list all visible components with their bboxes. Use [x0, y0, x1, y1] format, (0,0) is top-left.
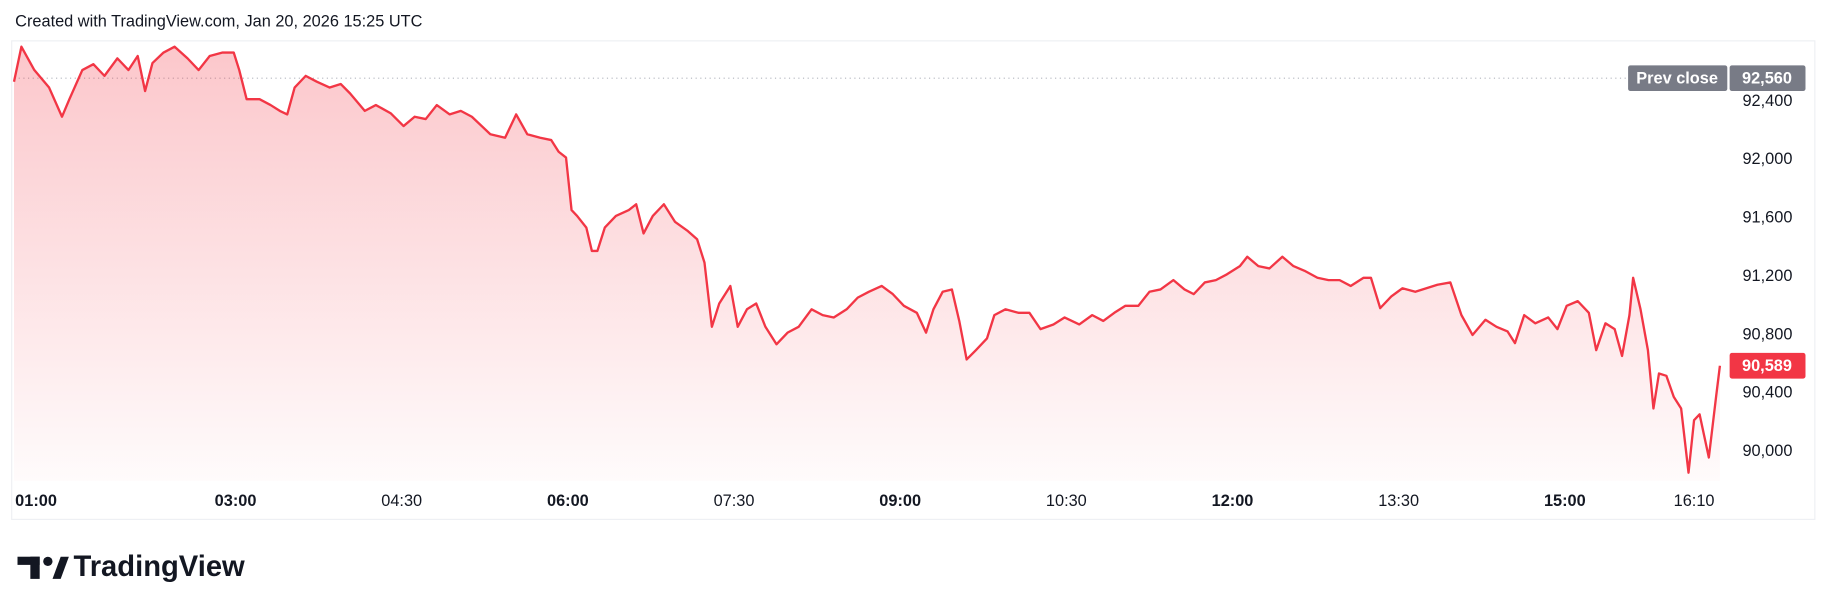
prev-close-label: Prev close: [1636, 70, 1718, 88]
x-tick-label: 13:30: [1378, 492, 1419, 510]
x-tick-label: 15:00: [1544, 492, 1586, 510]
y-tick-label: 91,200: [1742, 267, 1792, 285]
y-tick-label: 92,000: [1742, 150, 1792, 168]
y-tick-label: 92,400: [1742, 92, 1792, 110]
x-tick-label: 03:00: [215, 492, 257, 510]
y-tick-label: 90,000: [1742, 442, 1792, 460]
prev-close-badge: [1628, 65, 1728, 92]
price-line: [12, 45, 1722, 474]
chart-frame: [11, 40, 1816, 520]
brand-logo: [17, 556, 69, 579]
attribution: Created with TradingView.com, Jan 20, 20…: [15, 13, 422, 31]
area-fill: [14, 46, 1720, 481]
y-tick-label: 90,800: [1742, 325, 1792, 343]
last-price-badge: [1729, 352, 1806, 379]
x-tick-label: 09:00: [879, 492, 921, 510]
y-tick-label: 90,400: [1742, 384, 1792, 402]
last-price-label: 90,589: [1742, 357, 1792, 375]
x-tick-label: 07:30: [714, 492, 755, 510]
brand: TradingView: [74, 551, 246, 583]
y-tick-label: 91,600: [1742, 209, 1792, 227]
x-tick-label: 12:00: [1212, 492, 1254, 510]
prev-close-value: 92,560: [1742, 70, 1792, 88]
prev-close-value-badge: [1729, 65, 1806, 92]
x-tick-label: 06:00: [547, 492, 589, 510]
x-tick-label: 16:10: [1674, 492, 1715, 510]
x-tick-label: 01:00: [15, 492, 57, 510]
x-tick-label: 04:30: [381, 492, 422, 510]
x-tick-label: 10:30: [1046, 492, 1087, 510]
